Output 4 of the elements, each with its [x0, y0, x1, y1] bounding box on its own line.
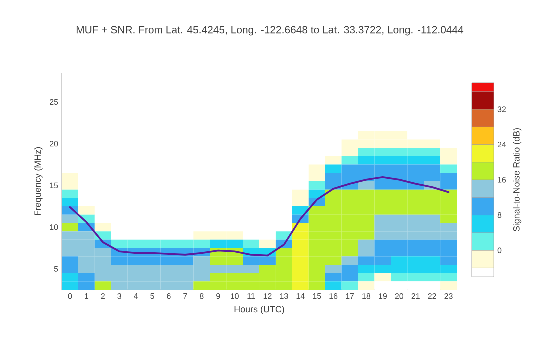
x-axis-title: Hours (UTC): [234, 306, 284, 314]
color-bar-title: Signal-to-Noise Ratio (dB): [513, 128, 522, 232]
chart-title: MUF + SNR. From Lat. 45.4245, Long. -122.6648 to Lat. 33.3722, Long. -112.0444: [76, 26, 464, 36]
y-axis-title: Frequency (MHz): [34, 147, 43, 216]
